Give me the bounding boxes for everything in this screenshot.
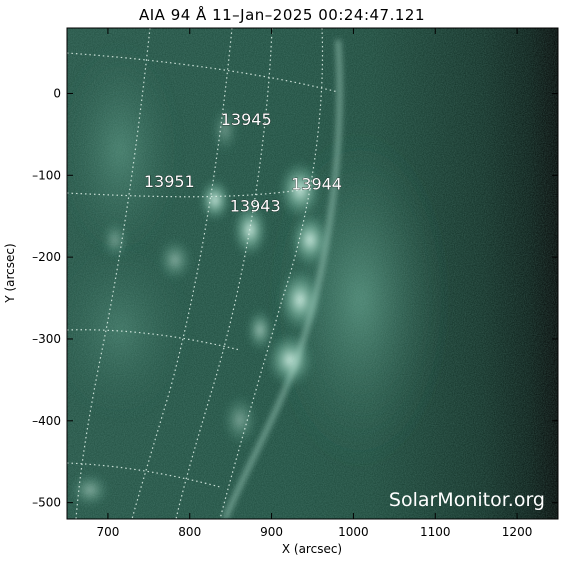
- x-tick-label: 1200: [502, 525, 533, 539]
- x-axis-ticks: 700 800 900 1000 1100 1200: [96, 28, 532, 539]
- plot-frame: [66, 27, 559, 520]
- x-tick-label: 1000: [338, 525, 369, 539]
- image-title: AIA 94 Å 11–Jan–2025 00:24:47.121: [138, 6, 426, 24]
- x-axis-label: X (arcsec): [282, 542, 342, 556]
- x-tick-label: 1100: [420, 525, 451, 539]
- active-region-labels: 13945 13951 13944 13943: [144, 110, 343, 216]
- y-tick-label: –100: [32, 168, 61, 182]
- y-tick-label: 0: [53, 86, 61, 100]
- active-region-label: 13945: [221, 110, 272, 129]
- x-tick-label: 800: [178, 525, 201, 539]
- active-region-label: 13944: [291, 174, 342, 193]
- y-axis-label: Y (arcsec): [3, 243, 17, 303]
- y-axis-ticks: 0 –100 –200 –300 –400 –500: [32, 86, 558, 510]
- heliographic-grid: [67, 28, 339, 519]
- y-tick-label: –300: [32, 332, 61, 346]
- active-region-label: 13943: [230, 197, 281, 216]
- x-tick-label: 900: [260, 525, 283, 539]
- y-tick-label: –500: [32, 496, 61, 510]
- y-tick-label: –400: [32, 414, 61, 428]
- solar-disk-image: [67, 28, 558, 519]
- x-tick-label: 700: [96, 525, 119, 539]
- y-tick-label: –200: [32, 250, 61, 264]
- active-region-label: 13951: [144, 172, 195, 191]
- watermark: SolarMonitor.org: [389, 489, 545, 511]
